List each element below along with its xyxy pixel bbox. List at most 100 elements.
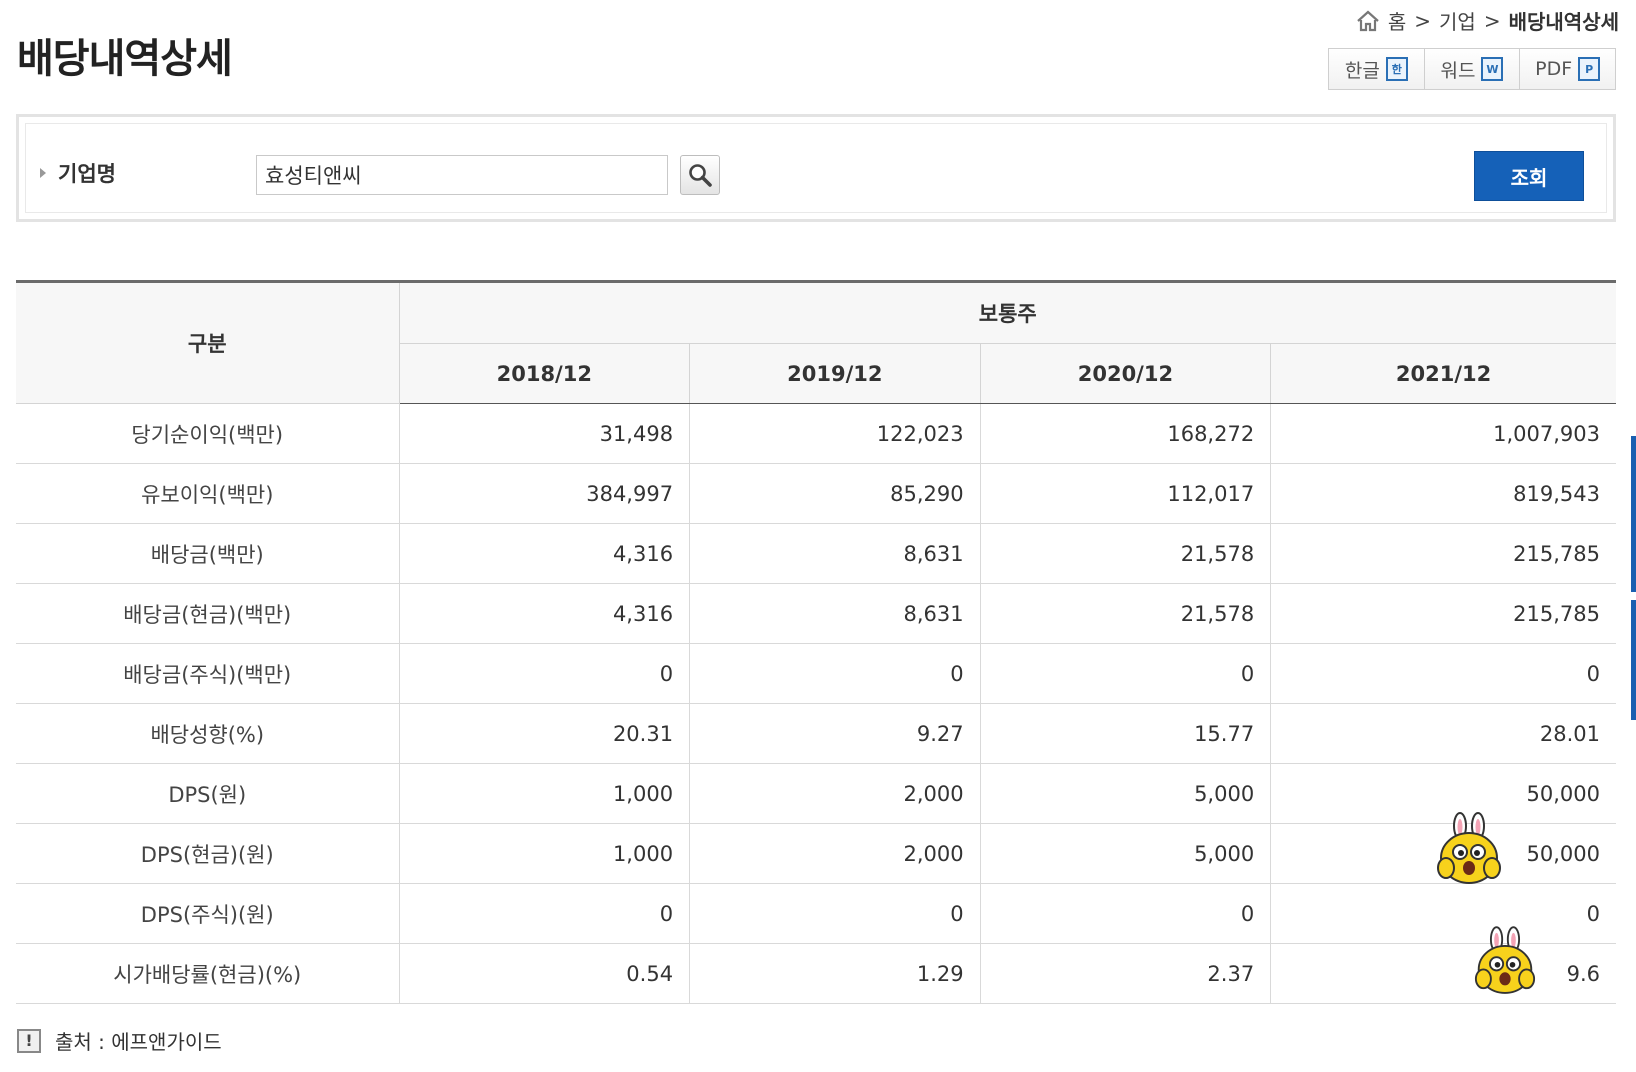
- breadcrumb-separator: >: [1483, 8, 1501, 33]
- table-cell: 85,290: [689, 463, 981, 524]
- table-cell: 21,578: [979, 523, 1271, 584]
- table-cell: 2,000: [689, 823, 981, 884]
- row-label: DPS(원): [16, 763, 399, 824]
- table-cell: 5,000: [979, 823, 1271, 884]
- pdf-file-icon: P: [1578, 57, 1601, 81]
- side-edge-bar: [1631, 600, 1636, 720]
- table-cell: 21,578: [979, 583, 1271, 644]
- row-label: 배당금(백만): [16, 523, 399, 584]
- row-label: DPS(현금)(원): [16, 823, 399, 884]
- table-cell: 0: [398, 883, 690, 944]
- table-row: DPS(원) 1,000 2,000 5,000 50,000: [16, 763, 1616, 824]
- table-cell: 4,316: [398, 583, 690, 644]
- table-cell: 8,631: [689, 523, 981, 584]
- source-text: 출처 : 에프앤가이드: [55, 1030, 222, 1054]
- table-cell: 0: [398, 643, 690, 704]
- row-label: DPS(주식)(원): [16, 883, 399, 944]
- table-cell: 1,000: [398, 823, 690, 884]
- side-edge-bar: [1631, 436, 1636, 592]
- source-note: ! 출처 : 에프앤가이드: [17, 1026, 222, 1055]
- table-cell: 819,543: [1270, 463, 1616, 524]
- row-label: 배당성향(%): [16, 703, 399, 764]
- rabbit-mascot-icon: [1437, 812, 1501, 884]
- magnifier-icon: [689, 164, 712, 187]
- table-cell: 384,997: [398, 463, 690, 524]
- page-title: 배당내역상세: [17, 36, 233, 82]
- company-name-label: 기업명: [40, 158, 116, 188]
- search-panel-inner: 기업명 조회: [25, 123, 1607, 213]
- table-cell: 0: [979, 643, 1271, 704]
- row-label: 시가배당률(현금)(%): [16, 943, 399, 1004]
- table-row: 배당금(주식)(백만) 0 0 0 0: [16, 643, 1616, 704]
- rabbit-mascot-icon: [1474, 926, 1536, 994]
- table-row: 유보이익(백만) 384,997 85,290 112,017 819,543: [16, 463, 1616, 524]
- header-period: 2021/12: [1270, 343, 1616, 404]
- table-cell: 9.6: [1270, 943, 1616, 1004]
- table-cell: 215,785: [1270, 583, 1616, 644]
- table-row: 시가배당률(현금)(%) 0.54 1.29 2.37 9.6: [16, 943, 1616, 1004]
- table-row: 배당금(백만) 4,316 8,631 21,578 215,785: [16, 523, 1616, 584]
- header-category: 구분: [16, 281, 399, 404]
- dividend-table: 구분 보통주 2018/12 2019/12 2020/12 2021/12 당…: [16, 280, 1616, 1004]
- table-row: DPS(주식)(원) 0 0 0 0: [16, 883, 1616, 944]
- table-cell: 28.01: [1270, 703, 1616, 764]
- table-cell: 4,316: [398, 523, 690, 584]
- table-cell: 0: [689, 883, 981, 944]
- breadcrumb-separator: >: [1414, 8, 1432, 33]
- header-period: 2019/12: [689, 343, 981, 404]
- table-cell: 0: [1270, 883, 1616, 944]
- export-pdf-label: PDF: [1535, 58, 1573, 80]
- search-panel: 기업명 조회: [16, 114, 1616, 222]
- table-cell: 122,023: [689, 403, 981, 464]
- company-name-label-text: 기업명: [58, 162, 116, 186]
- info-icon: !: [17, 1028, 41, 1053]
- table-cell: 1.29: [689, 943, 981, 1004]
- table-cell: 9.27: [689, 703, 981, 764]
- export-button-group: 한글 한 워드 W PDF P: [1328, 48, 1616, 90]
- table-cell: 0: [1270, 643, 1616, 704]
- table-cell: 5,000: [979, 763, 1271, 824]
- table-cell: 20.31: [398, 703, 690, 764]
- word-file-icon: W: [1481, 57, 1504, 81]
- export-pdf-button[interactable]: PDF P: [1520, 49, 1616, 89]
- table-cell: 15.77: [979, 703, 1271, 764]
- table-row: DPS(현금)(원) 1,000 2,000 5,000 50,000: [16, 823, 1616, 884]
- export-word-label: 워드: [1440, 59, 1476, 82]
- search-button[interactable]: [680, 155, 720, 195]
- table-cell: 2,000: [689, 763, 981, 824]
- table-cell: 31,498: [398, 403, 690, 464]
- table-cell: 0: [689, 643, 981, 704]
- row-label: 유보이익(백만): [16, 463, 399, 524]
- table-cell: 168,272: [979, 403, 1271, 464]
- header-period: 2020/12: [979, 343, 1271, 404]
- row-label: 배당금(현금)(백만): [16, 583, 399, 644]
- row-label: 당기순이익(백만): [16, 403, 399, 464]
- breadcrumb-current: 배당내역상세: [1508, 10, 1619, 34]
- table-cell: 215,785: [1270, 523, 1616, 584]
- breadcrumb: 홈 > 기업 > 배당내역상세: [1356, 6, 1619, 35]
- submit-button[interactable]: 조회: [1474, 151, 1584, 201]
- home-icon[interactable]: [1356, 10, 1380, 32]
- export-hwp-label: 한글: [1344, 59, 1380, 82]
- table-cell: 1,007,903: [1270, 403, 1616, 464]
- table-row: 당기순이익(백만) 31,498 122,023 168,272 1,007,9…: [16, 403, 1616, 464]
- header-period: 2018/12: [398, 343, 690, 404]
- table-cell: 1,000: [398, 763, 690, 824]
- table-cell: 0.54: [398, 943, 690, 1004]
- table-cell: 0: [979, 883, 1271, 944]
- triangle-bullet-icon: [40, 168, 46, 178]
- export-word-button[interactable]: 워드 W: [1424, 49, 1521, 89]
- table-cell: 2.37: [979, 943, 1271, 1004]
- export-hwp-button[interactable]: 한글 한: [1329, 49, 1425, 89]
- breadcrumb-home[interactable]: 홈: [1387, 10, 1407, 34]
- table-cell: 50,000: [1270, 763, 1616, 824]
- table-row: 배당성향(%) 20.31 9.27 15.77 28.01: [16, 703, 1616, 764]
- company-name-input[interactable]: [256, 155, 668, 195]
- header-common-stock: 보통주: [398, 281, 1616, 344]
- hwp-file-icon: 한: [1385, 57, 1408, 81]
- table-cell: 112,017: [979, 463, 1271, 524]
- table-row: 배당금(현금)(백만) 4,316 8,631 21,578 215,785: [16, 583, 1616, 644]
- table-cell: 8,631: [689, 583, 981, 644]
- row-label: 배당금(주식)(백만): [16, 643, 399, 704]
- breadcrumb-level1[interactable]: 기업: [1439, 10, 1476, 34]
